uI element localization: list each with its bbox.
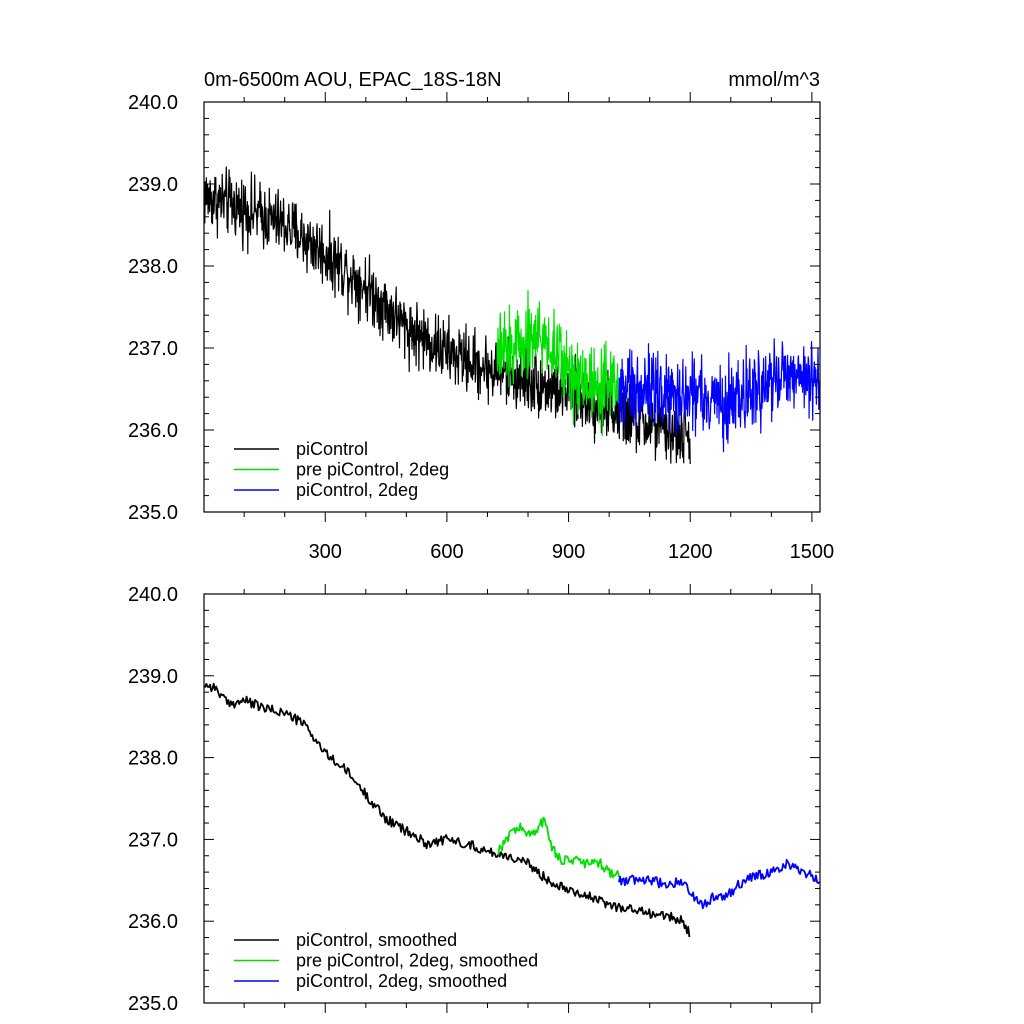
y-tick-label: 239.0 xyxy=(128,174,178,196)
y-tick-label: 237.0 xyxy=(128,829,178,851)
legend-label: pre piControl, 2deg, smoothed xyxy=(296,951,538,971)
series-line-3 xyxy=(618,858,821,910)
legend-label: piControl, smoothed xyxy=(296,930,457,950)
y-tick-label: 236.0 xyxy=(128,420,178,442)
y-tick-label: 235.0 xyxy=(128,993,178,1015)
plot-frame xyxy=(203,593,821,1004)
series-line-1 xyxy=(203,682,691,938)
x-tick-label: 600 xyxy=(430,541,463,563)
legend-label: piControl, 2deg, smoothed xyxy=(296,971,507,991)
top-panel: 235.0 236.0 237.0 238.0 239.0 240.0 300 600 900 1… xyxy=(128,92,834,563)
x-tick-label: 300 xyxy=(309,541,342,563)
y-tick-label: 238.0 xyxy=(128,256,178,278)
y-tick-label: 235.0 xyxy=(128,502,178,524)
legend-label: piControl xyxy=(296,439,368,459)
x-tick-label: 1500 xyxy=(790,541,835,563)
y-tick-label: 240.0 xyxy=(128,92,178,114)
y-tick-label: 238.0 xyxy=(128,748,178,770)
series-line-2 xyxy=(496,816,620,879)
x-tick-label: 900 xyxy=(552,541,585,563)
units-label: mmol/m^3 xyxy=(728,69,820,91)
y-tick-label: 236.0 xyxy=(128,911,178,933)
series-line-3 xyxy=(618,338,821,453)
x-tick-label: 1200 xyxy=(668,541,713,563)
plot-frame xyxy=(203,101,821,513)
bottom-panel: 235.0 236.0 237.0 238.0 239.0 240.0 piControl,… xyxy=(128,584,821,1015)
series-line-2 xyxy=(496,289,620,437)
y-tick-label: 237.0 xyxy=(128,338,178,360)
legend-label: pre piControl, 2deg xyxy=(296,460,449,480)
chart-title: 0m-6500m AOU, EPAC_18S-18N xyxy=(204,69,502,91)
series-line-1 xyxy=(203,166,691,465)
legend-label: piControl, 2deg xyxy=(296,480,418,500)
y-tick-label: 240.0 xyxy=(128,584,178,606)
y-tick-label: 239.0 xyxy=(128,666,178,688)
